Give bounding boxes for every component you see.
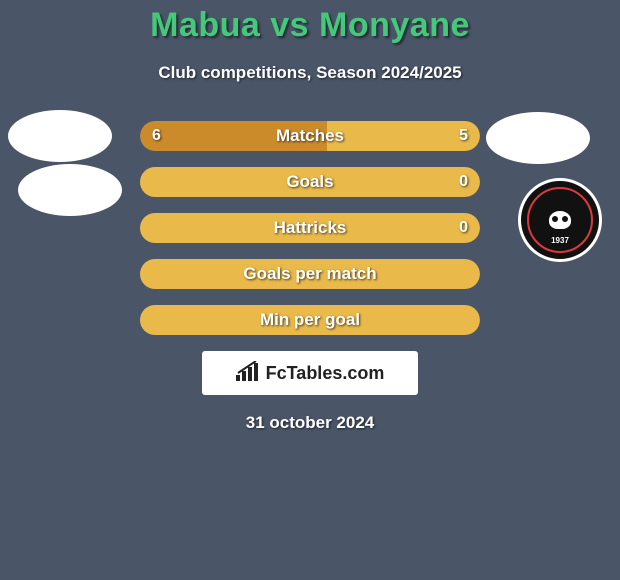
stat-label: Goals	[286, 172, 333, 192]
stat-row: Matches 6 5	[140, 121, 480, 151]
stat-row: Goals 0	[140, 167, 480, 197]
stat-value-right: 5	[459, 127, 468, 145]
stat-label: Hattricks	[274, 218, 347, 238]
stat-label: Goals per match	[243, 264, 376, 284]
stat-value-right: 0	[459, 173, 468, 191]
brand-box[interactable]: FcTables.com	[202, 351, 418, 395]
stat-value-left: 6	[152, 127, 161, 145]
brand-text: FcTables.com	[266, 363, 385, 384]
snapshot-date: 31 october 2024	[0, 413, 620, 433]
stat-value-right: 0	[459, 219, 468, 237]
content-region: Mabua vs Monyane Club competitions, Seas…	[0, 0, 620, 580]
chart-icon	[236, 361, 260, 386]
stats-table: Matches 6 5 Goals 0 Hattricks 0 Goals per match…	[0, 121, 620, 335]
subtitle: Club competitions, Season 2024/2025	[0, 63, 620, 83]
stat-row: Goals per match	[140, 259, 480, 289]
stat-row: Min per goal	[140, 305, 480, 335]
stat-bar-right	[327, 121, 480, 151]
stat-label: Min per goal	[260, 310, 360, 330]
stat-row: Hattricks 0	[140, 213, 480, 243]
page-title: Mabua vs Monyane	[0, 0, 620, 45]
stat-label: Matches	[276, 126, 344, 146]
